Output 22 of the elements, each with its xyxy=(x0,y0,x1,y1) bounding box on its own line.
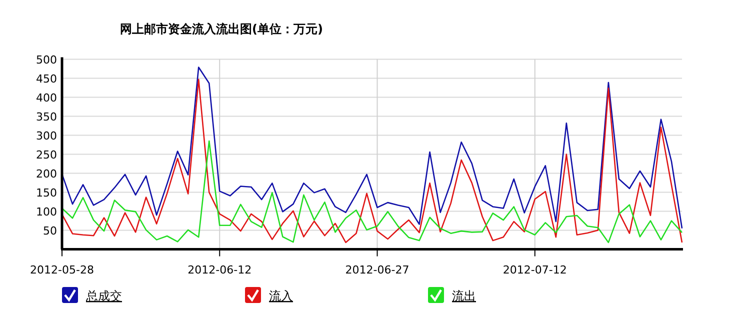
y-tick-label: 200 xyxy=(36,167,57,180)
x-tick-label: 2012-07-12 xyxy=(502,263,567,276)
legend-item: 流出 xyxy=(428,287,476,303)
y-tick-label: 150 xyxy=(36,186,57,200)
legend-item: 流入 xyxy=(245,287,293,303)
chart-title: 网上邮市资金流入流出图(单位：万元) xyxy=(120,22,323,36)
x-tick-label: 2012-06-12 xyxy=(188,263,252,276)
legend-label: 总成交 xyxy=(85,289,122,303)
legend-label: 流出 xyxy=(452,289,476,303)
legend-label: 流入 xyxy=(269,289,293,303)
x-tick-label: 2012-06-27 xyxy=(345,263,410,276)
y-tick-label: 300 xyxy=(36,129,57,142)
y-tick-label: 250 xyxy=(36,148,57,162)
line-series xyxy=(61,140,683,244)
y-tick-label: 450 xyxy=(36,72,57,86)
y-tick-label: 50 xyxy=(43,224,57,238)
y-tick-label: 100 xyxy=(36,205,57,218)
y-tick-label: 350 xyxy=(36,110,57,124)
x-tick-label: 2012-05-28 xyxy=(30,263,94,276)
y-tick-label: 400 xyxy=(36,91,57,104)
legend-item: 总成交 xyxy=(62,287,122,303)
y-tick-label: 500 xyxy=(36,53,57,66)
